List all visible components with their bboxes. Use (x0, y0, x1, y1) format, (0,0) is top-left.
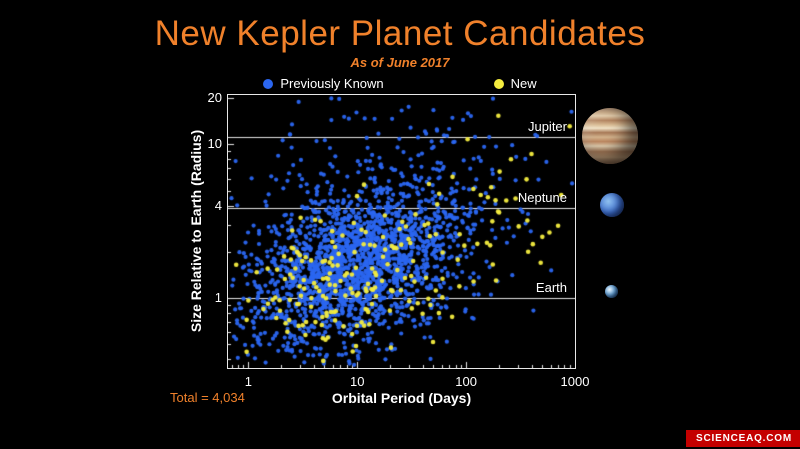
refline-label-earth: Earth (535, 280, 567, 295)
page-title: New Kepler Planet Candidates (154, 14, 646, 53)
x-tick-label: 1 (244, 374, 252, 389)
y-tick-label: 10 (207, 136, 222, 152)
x-axis-label: Orbital Period (Days) (331, 390, 472, 406)
legend-label: Previously Known (280, 76, 384, 91)
legend: Previously Known New (0, 76, 800, 91)
neptune-image (600, 193, 624, 217)
legend-item-new: New (493, 76, 537, 91)
y-tick-label: 1 (214, 290, 222, 305)
watermark: SCIENCEAQ.COM (686, 430, 800, 447)
x-tick-label: 100 (455, 374, 477, 389)
y-axis-label: Size Relative to Earth (Radius) (188, 129, 204, 333)
x-tick-label: 10 (350, 374, 365, 389)
refline-label-neptune: Neptune (517, 189, 567, 205)
scatter-plot: Jupiter Neptune Earth (228, 95, 575, 368)
blue-dot-icon (263, 78, 274, 89)
y-tick-label: 20 (207, 90, 222, 106)
total-count-label: Total = 4,034 (170, 390, 245, 405)
legend-item-previously-known: Previously Known (263, 76, 384, 91)
scatter-canvas (228, 95, 575, 368)
earth-image (605, 285, 618, 298)
refline-label-jupiter: Jupiter (527, 118, 567, 134)
y-tick-label: 4 (214, 197, 222, 213)
legend-label: New (510, 76, 537, 91)
subtitle: As of June 2017 (350, 55, 450, 70)
jupiter-image (582, 108, 638, 164)
yellow-dot-icon (493, 78, 504, 89)
x-tick-label: 1000 (560, 374, 590, 389)
